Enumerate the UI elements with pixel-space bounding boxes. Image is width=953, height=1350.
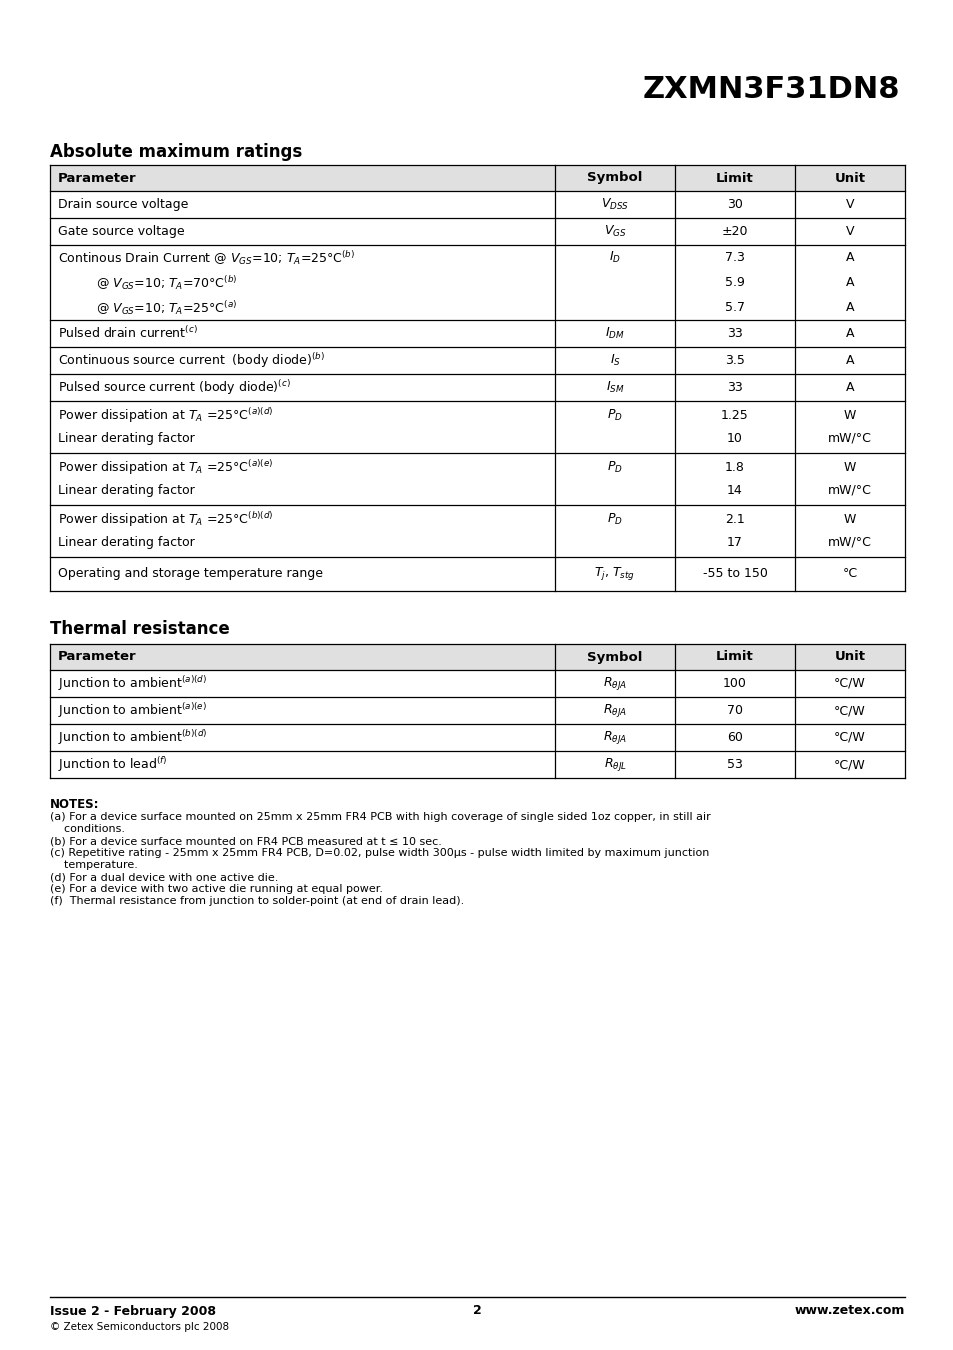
Text: $I_{DM}$: $I_{DM}$	[604, 325, 624, 342]
Text: 14: 14	[726, 483, 742, 497]
Text: @ $V_{GS}$=10; $T_A$=25°C$^{(a)}$: @ $V_{GS}$=10; $T_A$=25°C$^{(a)}$	[96, 298, 237, 316]
Text: $I_S$: $I_S$	[609, 352, 619, 369]
Text: $P_D$: $P_D$	[606, 512, 622, 526]
Text: A: A	[845, 327, 853, 340]
Text: A: A	[845, 275, 853, 289]
Text: Gate source voltage: Gate source voltage	[58, 225, 185, 238]
Text: $T_j$, $T_{stg}$: $T_j$, $T_{stg}$	[594, 566, 635, 582]
Text: Power dissipation at $T_A$ =25°C$^{(b)(d)}$: Power dissipation at $T_A$ =25°C$^{(b)(d…	[58, 510, 274, 529]
Text: °C: °C	[841, 567, 857, 580]
Text: A: A	[845, 301, 853, 315]
Text: ZXMN3F31DN8: ZXMN3F31DN8	[641, 76, 899, 104]
Text: $V_{GS}$: $V_{GS}$	[603, 224, 626, 239]
Text: Junction to ambient$^{(b)(d)}$: Junction to ambient$^{(b)(d)}$	[58, 728, 207, 747]
Text: (d) For a dual device with one active die.: (d) For a dual device with one active di…	[50, 872, 278, 882]
Text: Junction to ambient$^{(a)(e)}$: Junction to ambient$^{(a)(e)}$	[58, 701, 207, 720]
Text: °C/W: °C/W	[833, 757, 865, 771]
Text: Power dissipation at $T_A$ =25°C$^{(a)(d)}$: Power dissipation at $T_A$ =25°C$^{(a)(d…	[58, 406, 274, 425]
Text: @ $V_{GS}$=10; $T_A$=70°C$^{(b)}$: @ $V_{GS}$=10; $T_A$=70°C$^{(b)}$	[96, 274, 237, 292]
Text: mW/°C: mW/°C	[827, 536, 871, 549]
Text: $V_{DSS}$: $V_{DSS}$	[600, 197, 628, 212]
Text: Unit: Unit	[834, 651, 864, 663]
Text: Thermal resistance: Thermal resistance	[50, 620, 230, 639]
Text: 17: 17	[726, 536, 742, 549]
Text: $R_{\theta JA}$: $R_{\theta JA}$	[602, 702, 626, 720]
Text: 1.8: 1.8	[724, 462, 744, 474]
Text: 2: 2	[472, 1304, 481, 1318]
Text: V: V	[845, 225, 853, 238]
Bar	[50, 644, 904, 670]
Text: A: A	[845, 354, 853, 367]
Text: W: W	[842, 409, 855, 423]
Text: ±20: ±20	[721, 225, 747, 238]
Text: °C/W: °C/W	[833, 730, 865, 744]
Text: 30: 30	[726, 198, 742, 211]
Text: Symbol: Symbol	[587, 171, 642, 185]
Text: © Zetex Semiconductors plc 2008: © Zetex Semiconductors plc 2008	[50, 1322, 229, 1332]
Text: 1.25: 1.25	[720, 409, 748, 423]
Text: $P_D$: $P_D$	[606, 460, 622, 475]
Text: (a) For a device surface mounted on 25mm x 25mm FR4 PCB with high coverage of si: (a) For a device surface mounted on 25mm…	[50, 811, 710, 822]
Text: (b) For a device surface mounted on FR4 PCB measured at t ≤ 10 sec.: (b) For a device surface mounted on FR4 …	[50, 836, 441, 846]
Text: Limit: Limit	[716, 171, 753, 185]
Text: Junction to ambient$^{(a)(d)}$: Junction to ambient$^{(a)(d)}$	[58, 674, 207, 693]
Text: Continous Drain Current @ $V_{GS}$=10; $T_A$=25°C$^{(b)}$: Continous Drain Current @ $V_{GS}$=10; $…	[58, 248, 355, 266]
Text: Junction to lead$^{(f)}$: Junction to lead$^{(f)}$	[58, 755, 168, 774]
Text: 60: 60	[726, 730, 742, 744]
Text: Pulsed source current (body diode)$^{(c)}$: Pulsed source current (body diode)$^{(c)…	[58, 378, 291, 397]
Text: NOTES:: NOTES:	[50, 798, 99, 811]
Text: Parameter: Parameter	[58, 651, 136, 663]
Text: $R_{\theta JL}$: $R_{\theta JL}$	[603, 756, 626, 774]
Text: 33: 33	[726, 327, 742, 340]
Text: 70: 70	[726, 703, 742, 717]
Text: Continuous source current  (body diode)$^{(b)}$: Continuous source current (body diode)$^…	[58, 351, 325, 370]
Text: Limit: Limit	[716, 651, 753, 663]
Text: -55 to 150: -55 to 150	[701, 567, 766, 580]
Text: Absolute maximum ratings: Absolute maximum ratings	[50, 143, 302, 161]
Text: (e) For a device with two active die running at equal power.: (e) For a device with two active die run…	[50, 884, 382, 894]
Text: $R_{\theta JA}$: $R_{\theta JA}$	[602, 675, 626, 693]
Text: 3.5: 3.5	[724, 354, 744, 367]
Text: 5.7: 5.7	[724, 301, 744, 315]
Text: 10: 10	[726, 432, 742, 446]
Text: (c) Repetitive rating - 25mm x 25mm FR4 PCB, D=0.02, pulse width 300μs - pulse w: (c) Repetitive rating - 25mm x 25mm FR4 …	[50, 848, 709, 859]
Text: $I_D$: $I_D$	[608, 250, 620, 265]
Text: Pulsed drain current$^{(c)}$: Pulsed drain current$^{(c)}$	[58, 325, 197, 342]
Bar	[50, 165, 904, 190]
Text: $R_{\theta JA}$: $R_{\theta JA}$	[602, 729, 626, 747]
Text: Operating and storage temperature range: Operating and storage temperature range	[58, 567, 323, 580]
Text: Drain source voltage: Drain source voltage	[58, 198, 188, 211]
Text: Linear derating factor: Linear derating factor	[58, 536, 194, 549]
Text: $I_{SM}$: $I_{SM}$	[605, 379, 623, 396]
Text: 5.9: 5.9	[724, 275, 744, 289]
Text: mW/°C: mW/°C	[827, 483, 871, 497]
Text: $P_D$: $P_D$	[606, 408, 622, 423]
Text: 7.3: 7.3	[724, 251, 744, 265]
Text: °C/W: °C/W	[833, 703, 865, 717]
Text: Symbol: Symbol	[587, 651, 642, 663]
Text: °C/W: °C/W	[833, 676, 865, 690]
Text: mW/°C: mW/°C	[827, 432, 871, 446]
Text: Linear derating factor: Linear derating factor	[58, 483, 194, 497]
Text: A: A	[845, 251, 853, 265]
Text: W: W	[842, 462, 855, 474]
Text: (f)  Thermal resistance from junction to solder-point (at end of drain lead).: (f) Thermal resistance from junction to …	[50, 896, 464, 906]
Text: Parameter: Parameter	[58, 171, 136, 185]
Text: Power dissipation at $T_A$ =25°C$^{(a)(e)}$: Power dissipation at $T_A$ =25°C$^{(a)(e…	[58, 458, 273, 477]
Text: conditions.: conditions.	[50, 824, 125, 834]
Text: www.zetex.com: www.zetex.com	[794, 1304, 904, 1318]
Text: 33: 33	[726, 381, 742, 394]
Text: W: W	[842, 513, 855, 526]
Text: Linear derating factor: Linear derating factor	[58, 432, 194, 446]
Text: Issue 2 - February 2008: Issue 2 - February 2008	[50, 1304, 215, 1318]
Text: 2.1: 2.1	[724, 513, 744, 526]
Text: 100: 100	[722, 676, 746, 690]
Text: Unit: Unit	[834, 171, 864, 185]
Text: 53: 53	[726, 757, 742, 771]
Text: temperature.: temperature.	[50, 860, 138, 869]
Text: A: A	[845, 381, 853, 394]
Text: V: V	[845, 198, 853, 211]
